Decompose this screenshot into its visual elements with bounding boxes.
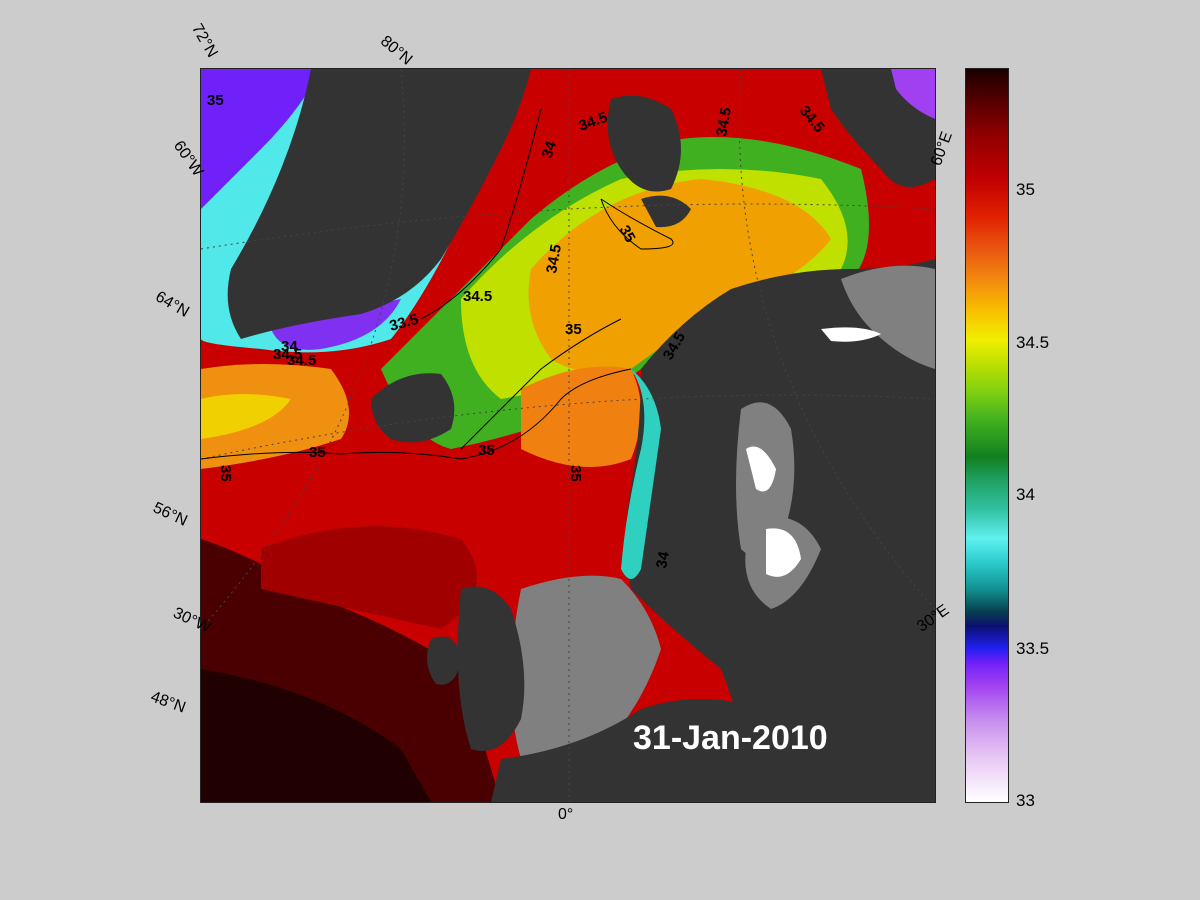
lat-label-72n: 72°N bbox=[188, 21, 221, 61]
graticule-line bbox=[201, 69, 405, 630]
norway-coastal-band bbox=[621, 369, 661, 579]
contour-label: 34 bbox=[281, 338, 298, 355]
contour-label: 34.5 bbox=[287, 352, 316, 369]
great-britain-land bbox=[457, 586, 525, 751]
colorbar-tick: 33 bbox=[1016, 791, 1035, 810]
ice-baltic bbox=[766, 528, 801, 577]
yellow-band-west bbox=[201, 394, 291, 439]
date-label: 31-Jan-2010 bbox=[633, 719, 828, 757]
contour-label-group: 34 34.5 34.5 34.5 34.5 35 34.5 34.5 33.5… bbox=[207, 92, 828, 570]
orange-region bbox=[528, 179, 831, 373]
svalbard-island bbox=[641, 195, 691, 228]
continental-europe-land bbox=[491, 699, 761, 802]
ice-patch-north bbox=[821, 327, 881, 342]
contour-label: 34.5 bbox=[463, 288, 492, 305]
ice-bothnia bbox=[746, 446, 776, 492]
white-sea-mask bbox=[841, 265, 935, 369]
purple-low-salinity bbox=[201, 69, 321, 209]
contour-line bbox=[420, 108, 542, 320]
colorbar-tick: 33.5 bbox=[1016, 639, 1050, 658]
ireland-land bbox=[427, 636, 461, 685]
map-drawing: 34 34.5 34.5 34.5 34.5 35 34.5 34.5 33.5… bbox=[201, 69, 935, 802]
red-water-patch bbox=[261, 526, 477, 629]
graticule-line bbox=[738, 69, 935, 610]
lon-label-0: 0° bbox=[558, 806, 574, 823]
greenland-land bbox=[227, 69, 531, 339]
contour-label: 34.5 bbox=[713, 106, 735, 138]
contour-label: 33.5 bbox=[388, 311, 421, 335]
lat-label-48n: 48°N bbox=[148, 688, 188, 717]
contour-label: 35 bbox=[478, 442, 495, 459]
iceland-land bbox=[371, 373, 455, 443]
contour-label: 34.5 bbox=[273, 346, 302, 363]
colorbar-tick: 35 bbox=[1016, 180, 1035, 199]
contour-label: 35 bbox=[565, 321, 582, 338]
purple-ne-patch bbox=[891, 69, 935, 119]
orange-band-west bbox=[201, 364, 349, 469]
lat-label-56n: 56°N bbox=[150, 499, 190, 530]
contour-label: 34 bbox=[653, 550, 673, 570]
purple-coastal-strip bbox=[271, 299, 401, 350]
contour-line bbox=[201, 368, 632, 460]
contour-label: 35 bbox=[567, 465, 584, 482]
deepest-water-region bbox=[201, 669, 431, 802]
contour-line bbox=[600, 198, 674, 250]
svalbard-land bbox=[607, 95, 681, 192]
contour-label: 34 bbox=[539, 138, 561, 160]
graticule-line bbox=[201, 394, 935, 460]
contour-label: 34.5 bbox=[543, 243, 565, 275]
lat-label-64n: 64°N bbox=[152, 288, 192, 321]
contour-lines bbox=[201, 108, 674, 460]
salinity-colorbar bbox=[965, 68, 1009, 803]
contour-label: 35 bbox=[309, 444, 326, 461]
north-sea-mask bbox=[511, 575, 661, 763]
contour-label: 35 bbox=[217, 465, 234, 482]
contour-label: 35 bbox=[616, 223, 639, 246]
graticule bbox=[201, 69, 935, 802]
colorbar-tick: 34.5 bbox=[1016, 333, 1050, 352]
contour-line bbox=[460, 318, 622, 450]
colorbar-tick: 34 bbox=[1016, 485, 1035, 504]
lat-label-80n: 80°N bbox=[377, 32, 416, 69]
contour-label: 35 bbox=[207, 92, 224, 109]
orange-patch-south bbox=[521, 366, 641, 467]
salinity-map: 34 34.5 34.5 34.5 34.5 35 34.5 34.5 33.5… bbox=[200, 68, 936, 803]
